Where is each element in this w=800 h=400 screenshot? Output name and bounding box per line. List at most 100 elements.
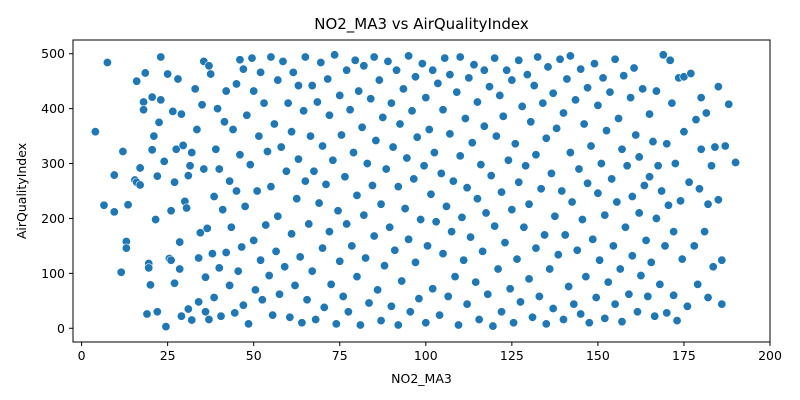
data-point-284 xyxy=(514,177,524,187)
data-point-312 xyxy=(555,54,565,64)
data-point-326 xyxy=(576,64,586,74)
data-point-152 xyxy=(324,110,334,120)
data-point-35 xyxy=(166,255,176,265)
data-point-149 xyxy=(321,179,331,189)
data-point-345 xyxy=(602,126,612,136)
data-point-265 xyxy=(488,321,498,331)
data-point-22 xyxy=(147,145,157,155)
data-point-3 xyxy=(109,207,119,217)
data-point-403 xyxy=(689,241,699,251)
data-point-400 xyxy=(682,301,692,311)
data-point-319 xyxy=(565,148,575,158)
data-point-205 xyxy=(402,153,412,163)
data-point-394 xyxy=(672,316,682,326)
data-point-138 xyxy=(305,131,315,141)
data-point-413 xyxy=(706,161,716,171)
data-point-177 xyxy=(361,253,371,263)
data-point-379 xyxy=(651,86,661,96)
data-point-231 xyxy=(438,249,448,259)
data-point-217 xyxy=(419,161,429,171)
data-point-267 xyxy=(490,53,500,63)
data-point-63 xyxy=(201,272,211,282)
data-point-31 xyxy=(159,156,169,166)
data-point-204 xyxy=(400,204,410,214)
data-point-92 xyxy=(238,64,248,74)
data-point-409 xyxy=(700,227,710,237)
data-point-327 xyxy=(576,309,586,319)
data-point-288 xyxy=(521,161,531,171)
data-point-193 xyxy=(385,222,395,232)
data-point-108 xyxy=(262,146,272,156)
data-point-418 xyxy=(717,299,727,309)
data-point-142 xyxy=(311,314,321,324)
data-point-83 xyxy=(228,125,238,135)
data-point-248 xyxy=(462,183,472,193)
data-point-220 xyxy=(423,241,433,251)
data-point-292 xyxy=(526,117,536,127)
data-point-376 xyxy=(646,257,656,267)
data-point-140 xyxy=(307,266,317,276)
data-point-373 xyxy=(643,291,653,301)
data-point-8 xyxy=(121,243,131,253)
data-point-58 xyxy=(195,228,205,238)
data-point-419 xyxy=(717,255,727,265)
data-point-185 xyxy=(373,285,383,295)
y-tick-label-300: 300 xyxy=(41,156,65,171)
data-point-323 xyxy=(571,95,581,105)
data-point-370 xyxy=(638,84,648,94)
data-point-116 xyxy=(273,211,283,221)
data-point-102 xyxy=(254,131,264,141)
data-point-411 xyxy=(703,293,713,303)
data-point-391 xyxy=(669,290,679,300)
data-point-125 xyxy=(287,127,297,137)
data-point-84 xyxy=(230,308,240,318)
data-point-41 xyxy=(173,74,183,84)
data-point-126 xyxy=(288,67,298,77)
data-point-190 xyxy=(379,261,389,271)
x-tick-label-25: 25 xyxy=(160,348,176,363)
data-point-321 xyxy=(567,197,577,207)
data-point-66 xyxy=(204,314,214,324)
data-point-290 xyxy=(524,274,534,284)
data-point-175 xyxy=(359,210,369,220)
data-point-120 xyxy=(280,262,290,272)
x-tick-label-50: 50 xyxy=(246,348,262,363)
data-point-132 xyxy=(297,318,307,328)
data-point-414 xyxy=(708,262,718,272)
data-point-189 xyxy=(378,112,388,122)
data-point-201 xyxy=(395,119,405,129)
data-point-68 xyxy=(207,249,217,259)
data-point-195 xyxy=(386,98,396,108)
data-point-100 xyxy=(250,285,260,295)
data-point-351 xyxy=(610,299,620,309)
data-point-244 xyxy=(457,212,467,222)
data-point-186 xyxy=(374,75,384,85)
y-tick-label-500: 500 xyxy=(41,46,65,61)
data-point-241 xyxy=(453,320,463,330)
data-point-293 xyxy=(527,312,537,322)
data-point-159 xyxy=(335,256,345,266)
data-point-57 xyxy=(194,297,204,307)
data-point-307 xyxy=(548,88,558,98)
data-point-383 xyxy=(657,186,667,196)
data-point-168 xyxy=(349,148,359,158)
data-point-415 xyxy=(710,142,720,152)
data-point-337 xyxy=(591,293,601,303)
data-point-389 xyxy=(665,55,675,65)
data-point-202 xyxy=(397,276,407,286)
data-point-101 xyxy=(252,186,262,196)
data-point-2 xyxy=(99,200,109,210)
data-point-232 xyxy=(440,53,450,63)
data-point-318 xyxy=(564,282,574,292)
data-point-111 xyxy=(266,182,276,192)
data-point-259 xyxy=(479,65,489,75)
data-point-363 xyxy=(627,251,637,261)
data-point-176 xyxy=(359,61,369,71)
data-point-250 xyxy=(466,232,476,242)
data-point-270 xyxy=(495,90,505,100)
data-point-180 xyxy=(366,94,376,104)
data-point-249 xyxy=(464,73,474,83)
data-point-397 xyxy=(677,254,687,264)
data-point-56 xyxy=(194,253,204,263)
